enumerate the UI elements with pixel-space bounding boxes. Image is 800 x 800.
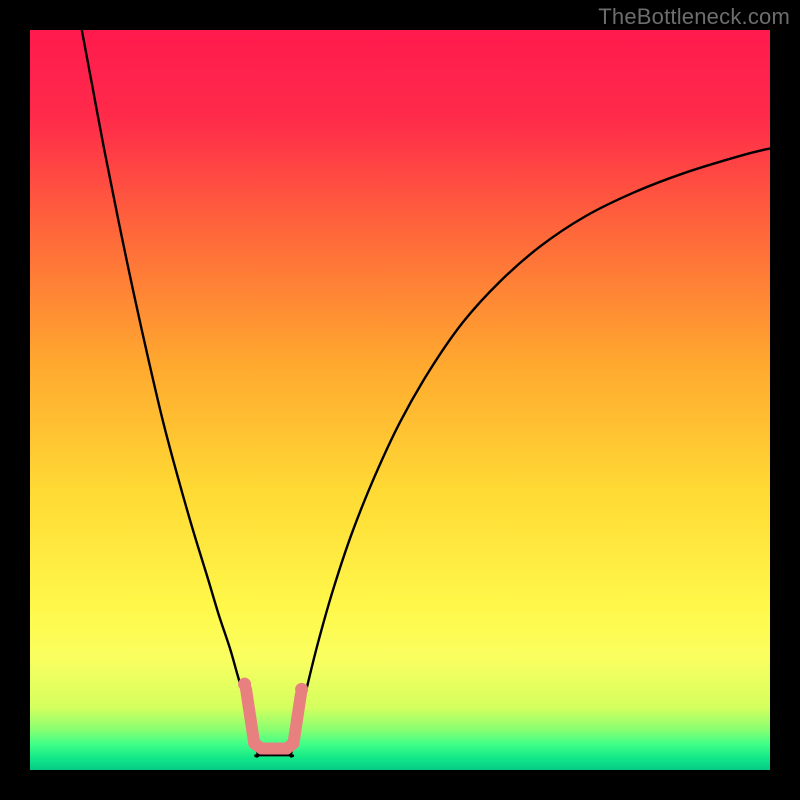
trough-markers [30, 30, 770, 770]
canvas-frame: TheBottleneck.com [0, 0, 800, 800]
plot-area [30, 30, 770, 770]
watermark-text: TheBottleneck.com [598, 4, 790, 30]
